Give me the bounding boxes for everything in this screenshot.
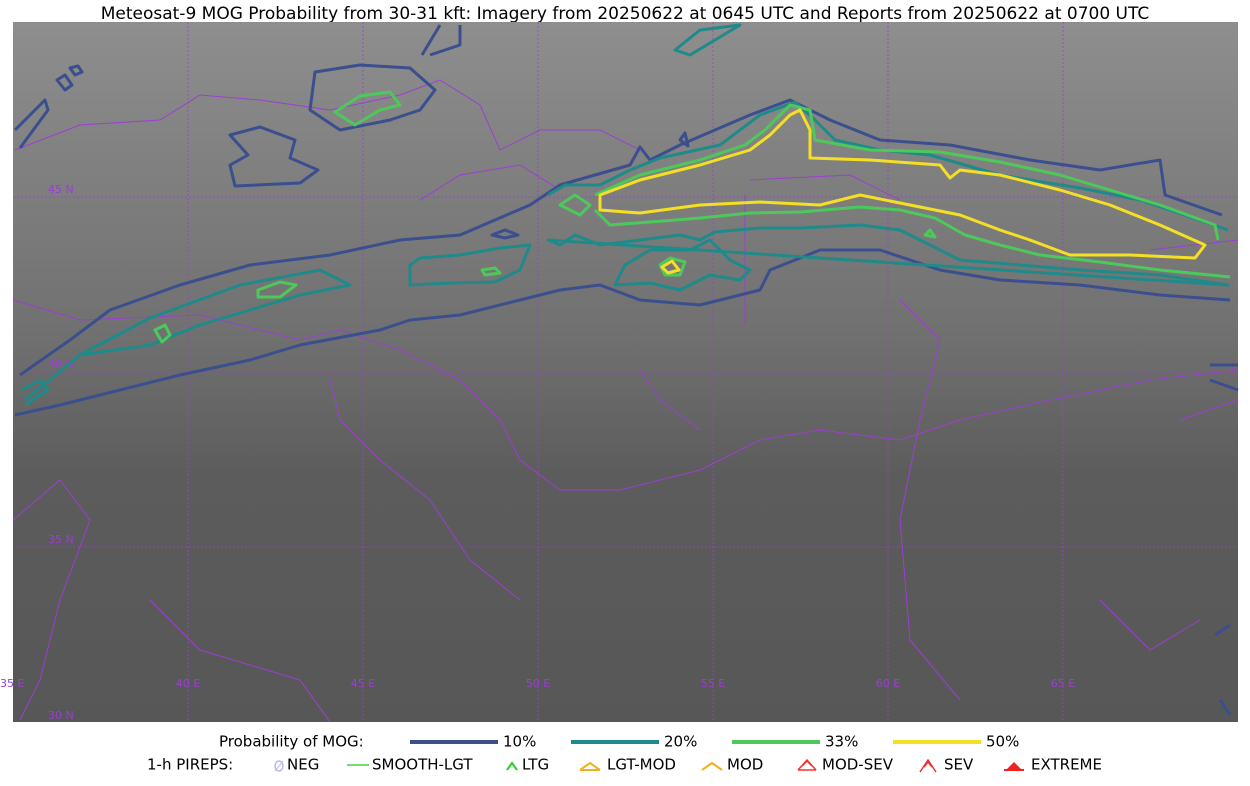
- legend-label: MOD: [727, 756, 763, 774]
- contour-20: [21, 23, 1230, 407]
- legend-title: 1-h PIREPS:: [147, 756, 233, 774]
- legend-label: 10%: [503, 733, 536, 751]
- legend-label: LTG: [522, 756, 549, 774]
- contour-10: [13, 24, 1239, 716]
- legend-label: MOD-SEV: [822, 756, 894, 774]
- lat-label: 35 N: [48, 533, 74, 546]
- legend: Probability of MOG: 10% 20% 33% 50% 1-h PIR…: [147, 733, 1102, 774]
- lat-label: 40 N: [48, 358, 74, 371]
- lon-label: 55 E: [701, 677, 725, 690]
- contour-50: [598, 108, 1207, 275]
- legend-label: SMOOTH-LGT: [372, 756, 473, 774]
- legend-label: LGT-MOD: [607, 756, 676, 774]
- contour-33: [153, 90, 1231, 344]
- lat-label: 45 N: [48, 183, 74, 196]
- contour-10: [228, 125, 320, 188]
- legend-label: 20%: [664, 733, 697, 751]
- lon-label: 40 E: [176, 677, 200, 690]
- lon-label: 60 E: [876, 677, 900, 690]
- pirep-icons: [274, 758, 1024, 773]
- legend-label: 33%: [825, 733, 858, 751]
- legend-title: Probability of MOG:: [219, 733, 364, 751]
- lon-label: 50 E: [526, 677, 550, 690]
- title: Meteosat-9 MOG Probability from 30-31 kf…: [101, 4, 1150, 24]
- borders: [12, 79, 1239, 723]
- lat-label: 30 N: [48, 709, 74, 722]
- contours: [13, 23, 1239, 716]
- graticule: [13, 22, 1238, 722]
- lon-label: 65 E: [1051, 677, 1075, 690]
- legend-label: NEG: [287, 756, 319, 774]
- lon-label: 35 E: [0, 677, 24, 690]
- contour-10: [14, 98, 1231, 417]
- legend-label: EXTREME: [1031, 756, 1102, 774]
- legend-label: SEV: [944, 756, 974, 774]
- contour-10: [308, 63, 437, 132]
- lon-label: 45 E: [351, 677, 375, 690]
- legend-label: 50%: [986, 733, 1019, 751]
